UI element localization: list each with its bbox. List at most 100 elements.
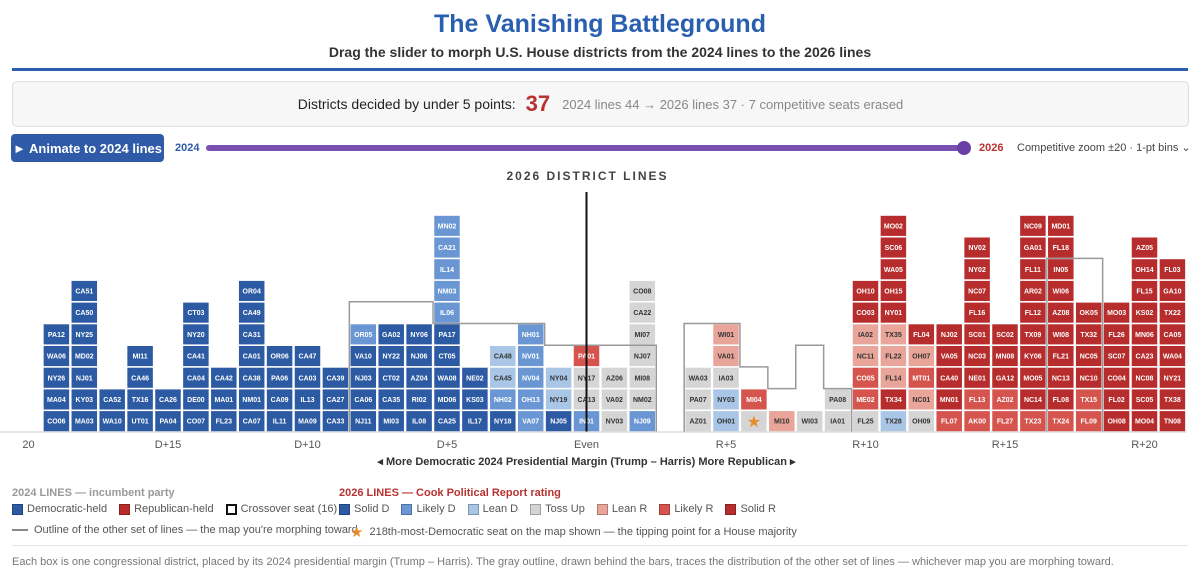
district-label: MD06 <box>438 397 457 404</box>
district-label: KS03 <box>466 397 484 404</box>
district-box <box>964 259 990 280</box>
district-label: MA09 <box>298 419 317 426</box>
district-box <box>1131 411 1158 432</box>
x-tick-label: 20 <box>22 439 34 451</box>
district-label: CA33 <box>326 419 344 426</box>
animate-button[interactable]: ► Animate to 2024 lines <box>11 134 164 162</box>
district-label: FL16 <box>969 310 985 317</box>
district-box <box>71 346 98 367</box>
district-label: SC05 <box>1136 397 1154 404</box>
district-label: MN06 <box>1135 332 1154 339</box>
district-box <box>713 389 739 410</box>
district-label: CA25 <box>438 419 456 426</box>
district-box <box>992 411 1018 432</box>
district-label: FL15 <box>1136 288 1152 295</box>
district-box <box>629 324 656 345</box>
x-tick-label: R+15 <box>992 439 1019 451</box>
legend-swatch <box>659 503 671 515</box>
district-label: NC01 <box>912 397 930 404</box>
district-box <box>713 367 739 388</box>
district-label: CO04 <box>1107 375 1125 382</box>
district-box <box>880 324 907 345</box>
district-box <box>434 411 460 432</box>
stats-value: 37 <box>525 91 551 116</box>
district-label: WA04 <box>1163 354 1182 361</box>
district-label: MO02 <box>884 223 903 230</box>
district-box <box>211 411 237 432</box>
district-label: IA02 <box>858 332 873 339</box>
district-label: FL13 <box>969 397 985 404</box>
district-label: OH13 <box>522 397 540 404</box>
district-label: OH08 <box>1107 419 1125 426</box>
district-label: NJ05 <box>550 419 567 426</box>
year-slider-thumb[interactable] <box>957 141 971 155</box>
chart-title: 2026 DISTRICT LINES <box>506 169 669 183</box>
district-label: NC05 <box>1080 354 1098 361</box>
legend-swatch <box>225 503 237 515</box>
legend-crossover: Crossover seat (16) <box>225 503 337 515</box>
district-label: CA48 <box>494 354 512 361</box>
district-box <box>964 280 990 301</box>
zoom-select[interactable]: Competitive zoom ±20 · 1-pt bins ⌄ <box>1017 141 1191 154</box>
district-box <box>183 411 209 432</box>
district-label: TX15 <box>1080 397 1097 404</box>
district-label: CA06 <box>354 397 372 404</box>
district-box <box>601 367 628 388</box>
district-box <box>964 324 990 345</box>
district-label: NH02 <box>494 397 512 404</box>
district-box <box>1020 367 1046 388</box>
district-label: WA05 <box>884 267 903 274</box>
district-label: PA17 <box>439 332 456 339</box>
legend-2024-heading: 2024 LINES — incumbent party <box>12 487 175 499</box>
page-subtitle: Drag the slider to morph U.S. House dist… <box>328 44 872 60</box>
district-label: CO03 <box>856 310 874 317</box>
district-box <box>1159 259 1186 280</box>
district-label: NC10 <box>1080 375 1098 382</box>
district-label: CO05 <box>856 375 874 382</box>
district-box <box>713 411 739 432</box>
district-box <box>545 411 572 432</box>
district-box <box>71 280 98 301</box>
district-box <box>1020 389 1046 410</box>
district-label: IL08 <box>412 419 426 426</box>
district-box <box>294 346 321 367</box>
district-label: MN01 <box>940 397 959 404</box>
x-tick-label: D+10 <box>294 439 321 451</box>
district-box <box>183 346 209 367</box>
district-box <box>1159 346 1186 367</box>
district-label: IA01 <box>830 419 845 426</box>
district-box <box>266 389 293 410</box>
district-label: NY04 <box>550 375 568 382</box>
district-label: OR06 <box>270 354 288 361</box>
district-box <box>406 411 432 432</box>
district-box <box>183 324 209 345</box>
district-box <box>1103 367 1130 388</box>
district-label: TX16 <box>132 397 149 404</box>
district-box <box>880 389 907 410</box>
district-label: TX23 <box>1025 419 1042 426</box>
legend-swatch <box>530 503 542 515</box>
district-box <box>880 215 907 236</box>
district-label: MO04 <box>1135 419 1154 426</box>
legend-star-label: 218th-most-Democratic seat on the map sh… <box>369 526 797 538</box>
district-box <box>824 389 851 410</box>
district-box <box>43 367 70 388</box>
year-slider-track[interactable] <box>206 145 966 151</box>
district-label: OH01 <box>717 419 735 426</box>
tipping-point-star-icon: ★ <box>747 412 761 431</box>
legend-label: Solid R <box>740 503 776 515</box>
district-box <box>741 411 767 432</box>
district-label: OK05 <box>1080 310 1098 317</box>
district-label: MN08 <box>996 354 1015 361</box>
district-box <box>1048 324 1074 345</box>
footer-divider <box>12 545 1188 546</box>
district-label: MI10 <box>774 419 790 426</box>
district-box <box>1048 215 1074 236</box>
district-box <box>378 389 404 410</box>
legend-likely-d: Likely D <box>401 503 456 515</box>
x-tick-label: Even <box>574 439 599 451</box>
district-label: MI07 <box>635 332 651 339</box>
outline-line-icon <box>12 529 28 531</box>
district-box <box>1131 280 1158 301</box>
district-box <box>545 367 572 388</box>
